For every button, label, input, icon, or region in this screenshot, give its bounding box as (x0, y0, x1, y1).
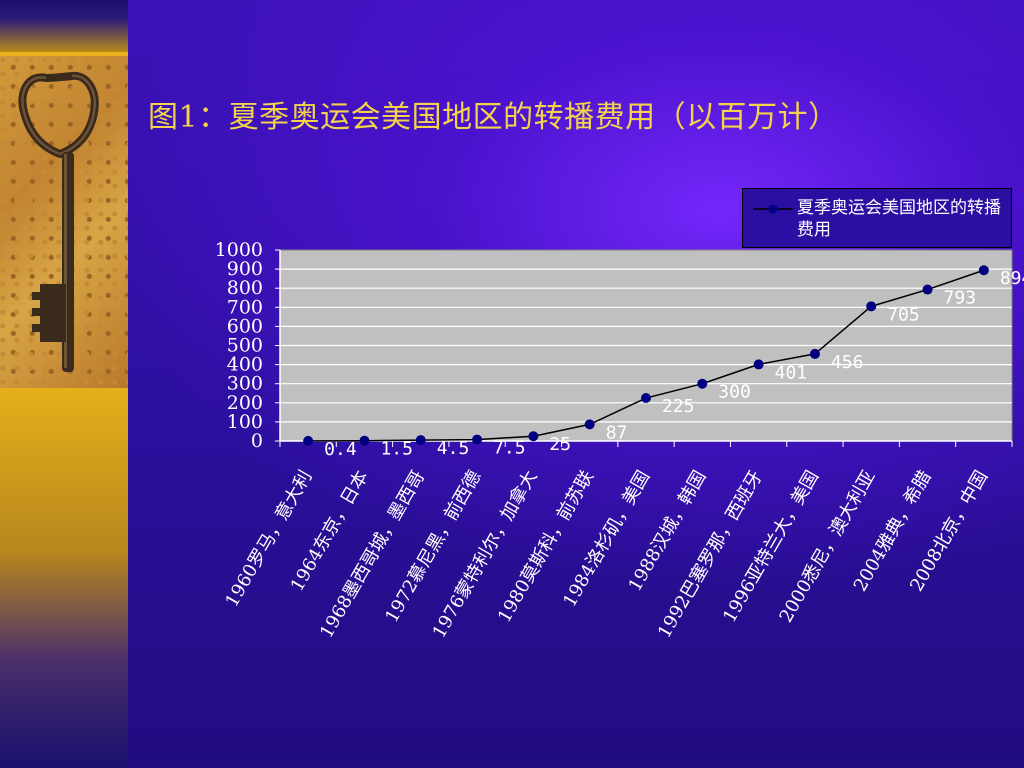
series-line-group: 0.4 1.5 4.5 7.5 25 87 225 300 401 456 705 793 894 (303, 265, 1024, 460)
y-tick-label: 700 (227, 296, 263, 318)
legend-swatch (753, 204, 793, 214)
x-tick-label: 1976蒙特利尔，加拿大 (428, 467, 542, 642)
chart-title: 图1：夏季奥运会美国地区的转播费用（以百万计） (148, 100, 839, 135)
data-label: 300 (718, 382, 751, 403)
data-label: 1.5 (380, 439, 413, 460)
y-tick-label: 300 (227, 373, 263, 395)
data-label: 456 (831, 352, 864, 373)
x-tick-label: 1992巴塞罗那，西班牙 (654, 467, 767, 642)
y-tick-label: 400 (227, 354, 263, 376)
data-label: 87 (606, 422, 628, 443)
data-label: 0.4 (324, 439, 357, 460)
y-tick-label: 800 (227, 277, 263, 299)
data-point (584, 419, 595, 430)
y-tick-label: 100 (227, 411, 263, 433)
data-point (472, 434, 483, 445)
data-point (415, 435, 426, 446)
data-point (866, 301, 877, 312)
y-tick-label: 600 (227, 315, 263, 337)
y-tick-label: 1000 (215, 239, 263, 261)
data-point (697, 378, 708, 389)
data-label: 705 (887, 304, 920, 325)
y-tick-label: 200 (227, 392, 263, 414)
data-label: 4.5 (437, 438, 470, 459)
data-label: 401 (775, 362, 808, 383)
legend-label: 夏季奥运会美国地区的转播费用 (797, 198, 1001, 240)
chart-legend: 夏季奥运会美国地区的转播费用 (742, 188, 1012, 248)
data-label: 894 (1000, 268, 1024, 289)
x-axis: 1960罗马，意大利1964东京，日本1968墨西哥城，墨西哥1972慕尼黑，前… (221, 440, 1013, 642)
left-bar-top-fade (0, 0, 128, 52)
data-point (978, 265, 989, 276)
data-label: 25 (549, 434, 571, 455)
data-label: 225 (662, 396, 695, 417)
data-point (753, 359, 764, 370)
data-point (641, 393, 651, 404)
y-tick-label: 500 (227, 335, 263, 357)
data-point (359, 435, 370, 446)
data-point (922, 284, 933, 295)
y-tick-label: 900 (227, 258, 263, 280)
data-point (809, 348, 820, 359)
y-tick-label: 0 (251, 430, 263, 452)
x-tick-label: 1968墨西哥城，墨西哥 (316, 467, 429, 642)
data-point (528, 431, 539, 442)
data-label: 7.5 (493, 438, 526, 459)
key-image (0, 56, 128, 388)
data-label: 793 (944, 288, 977, 309)
data-point (303, 435, 314, 446)
